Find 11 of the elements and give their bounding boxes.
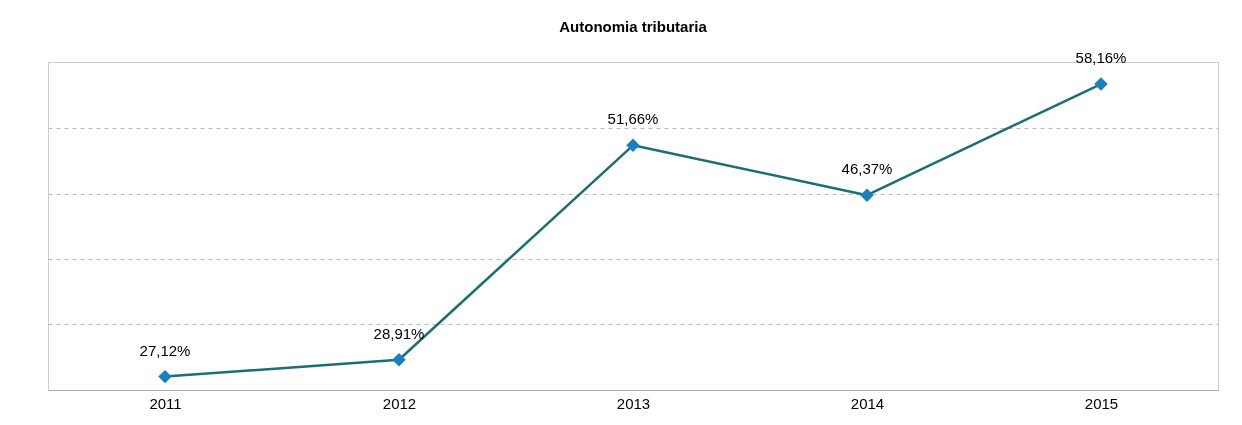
chart-title: Autonomia tributaria (559, 18, 708, 36)
data-label: 28,91% (373, 324, 425, 342)
data-label: 46,37% (841, 160, 893, 178)
x-tick-label: 2015 (1084, 394, 1119, 412)
data-label: 27,12% (139, 341, 191, 359)
x-tick-label: 2011 (149, 394, 182, 412)
data-label: 51,66% (607, 110, 659, 128)
x-tick-label: 2014 (850, 394, 885, 412)
data-label: 58,16% (1075, 49, 1127, 67)
x-tick-label: 2013 (616, 394, 651, 412)
x-tick-label: 2012 (382, 394, 417, 412)
